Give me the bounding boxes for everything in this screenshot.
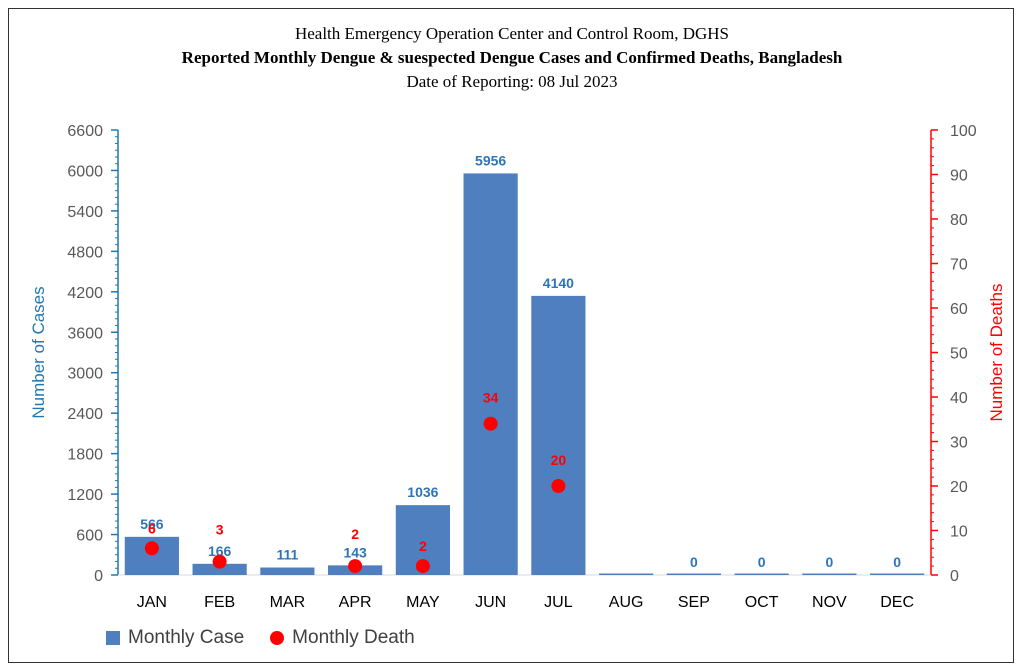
death-data-label: 6 [148, 520, 156, 536]
header-organization: Health Emergency Operation Center and Co… [294, 24, 730, 43]
death-point [348, 559, 363, 574]
right-axis-tick-label: 50 [950, 346, 968, 363]
x-axis-category-label: JUN [475, 594, 506, 611]
legend-case-swatch [106, 631, 120, 645]
death-data-label: 20 [551, 452, 567, 468]
left-axis-tick-label: 3000 [67, 366, 103, 383]
x-axis-category-label: APR [339, 594, 372, 611]
x-axis-category-label: SEP [678, 594, 710, 611]
right-axis-tick-label: 20 [950, 479, 968, 496]
death-data-label: 2 [351, 526, 359, 542]
x-axis-category-label: FEB [204, 594, 235, 611]
x-axis-category-label: OCT [745, 594, 779, 611]
case-data-label: 5956 [475, 152, 506, 168]
death-data-label: 2 [419, 538, 427, 554]
chart-titles: Health Emergency Operation Center and Co… [0, 22, 1024, 94]
case-bar [599, 573, 654, 575]
case-bar [802, 573, 857, 575]
x-axis-category-label: AUG [609, 594, 644, 611]
right-axis-tick-label: 10 [950, 524, 968, 541]
case-bar [870, 573, 925, 575]
case-data-label: 143 [343, 544, 367, 560]
x-axis-category-label: NOV [812, 594, 847, 611]
left-axis-tick-label: 4800 [67, 244, 103, 261]
case-bar [463, 173, 518, 576]
legend-death-marker [270, 631, 285, 645]
case-data-label: 0 [690, 554, 698, 570]
right-axis-tick-label: 60 [950, 301, 968, 318]
case-data-label: 1036 [407, 484, 438, 500]
death-data-label: 34 [483, 390, 499, 406]
left-axis-tick-label: 3600 [67, 325, 103, 342]
death-point [483, 416, 498, 431]
left-axis-tick-label: 1800 [67, 447, 103, 464]
case-bar [260, 567, 315, 575]
left-axis-title: Number of Cases [29, 286, 48, 418]
x-axis-category-label: MAY [406, 594, 440, 611]
chart-title: Reported Monthly Dengue & suespected Den… [181, 48, 843, 67]
case-data-label: 111 [276, 547, 298, 563]
right-axis-tick-label: 80 [950, 212, 968, 229]
x-axis-category-label: JAN [137, 594, 167, 611]
case-bar [734, 573, 789, 575]
case-bar [666, 573, 721, 575]
case-data-label: 166 [208, 543, 232, 559]
right-axis-tick-label: 70 [950, 257, 968, 274]
death-point [212, 554, 227, 569]
case-data-label: 4140 [543, 275, 574, 291]
case-data-label: 0 [758, 554, 766, 570]
reporting-date: Date of Reporting: 08 Jul 2023 [406, 72, 618, 91]
left-axis-tick-label: 6600 [67, 123, 103, 140]
chart-legend: Monthly Case Monthly Death [106, 626, 415, 650]
left-axis-tick-label: 0 [94, 568, 103, 585]
right-axis-tick-label: 40 [950, 390, 968, 407]
x-axis-category-label: JUL [544, 594, 573, 611]
death-point [551, 479, 566, 493]
chart-frame [8, 8, 1014, 663]
case-data-label: 566 [140, 516, 164, 532]
case-bar [192, 563, 247, 575]
right-axis-tick-label: 100 [950, 123, 977, 140]
death-point [415, 559, 430, 574]
x-axis-category-label: DEC [880, 594, 914, 611]
death-data-label: 3 [216, 522, 224, 538]
case-bar [531, 295, 586, 575]
right-axis-title: Number of Deaths [987, 284, 1006, 422]
death-point [144, 541, 159, 556]
right-axis-tick-label: 0 [950, 568, 959, 585]
left-axis-tick-label: 600 [76, 528, 103, 545]
left-axis-tick-label: 1200 [67, 487, 103, 504]
left-axis-tick-label: 6000 [67, 163, 103, 180]
case-data-label: 0 [893, 554, 901, 570]
case-data-label: 0 [825, 554, 833, 570]
right-axis-tick-label: 30 [950, 435, 968, 452]
left-axis-tick-label: 4200 [67, 285, 103, 302]
left-axis-tick-label: 2400 [67, 406, 103, 423]
legend-death-label: Monthly Death [292, 627, 415, 648]
x-axis-category-label: MAR [270, 594, 306, 611]
left-axis-tick-label: 5400 [67, 204, 103, 221]
right-axis-tick-label: 90 [950, 168, 968, 185]
legend-case-label: Monthly Case [128, 627, 245, 648]
